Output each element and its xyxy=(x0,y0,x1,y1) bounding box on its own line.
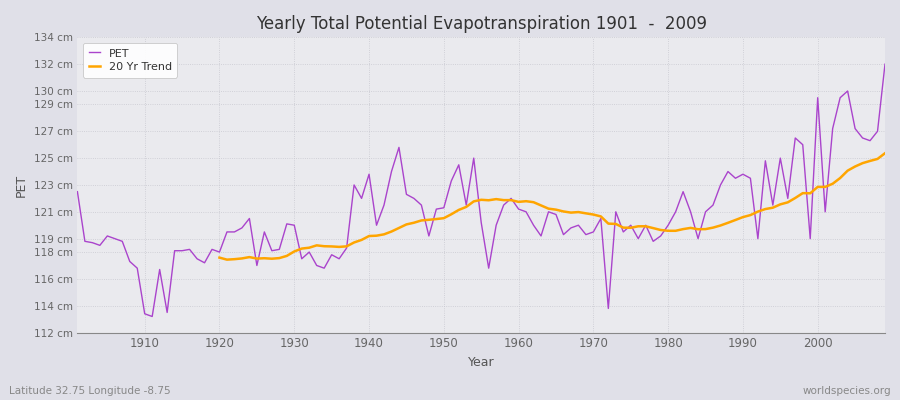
Line: PET: PET xyxy=(77,64,885,316)
Y-axis label: PET: PET xyxy=(15,173,28,196)
PET xyxy=(879,62,890,66)
20 Yr Trend xyxy=(857,161,868,166)
PET xyxy=(72,189,83,194)
PET xyxy=(610,209,621,214)
PET xyxy=(131,266,142,270)
20 Yr Trend xyxy=(775,202,786,207)
Text: Latitude 32.75 Longitude -8.75: Latitude 32.75 Longitude -8.75 xyxy=(9,386,171,396)
Text: worldspecies.org: worldspecies.org xyxy=(803,386,891,396)
20 Yr Trend xyxy=(424,217,435,222)
20 Yr Trend xyxy=(221,257,232,262)
20 Yr Trend xyxy=(685,226,696,230)
Line: 20 Yr Trend: 20 Yr Trend xyxy=(220,153,885,260)
X-axis label: Year: Year xyxy=(468,356,494,369)
PET xyxy=(521,209,532,214)
PET xyxy=(147,314,158,319)
20 Yr Trend xyxy=(214,255,225,260)
20 Yr Trend xyxy=(311,243,322,248)
20 Yr Trend xyxy=(790,196,801,200)
20 Yr Trend xyxy=(879,151,890,156)
Title: Yearly Total Potential Evapotranspiration 1901  -  2009: Yearly Total Potential Evapotranspiratio… xyxy=(256,15,706,33)
Legend: PET, 20 Yr Trend: PET, 20 Yr Trend xyxy=(83,43,177,78)
PET xyxy=(348,182,359,187)
PET xyxy=(304,250,315,254)
PET xyxy=(513,207,524,212)
